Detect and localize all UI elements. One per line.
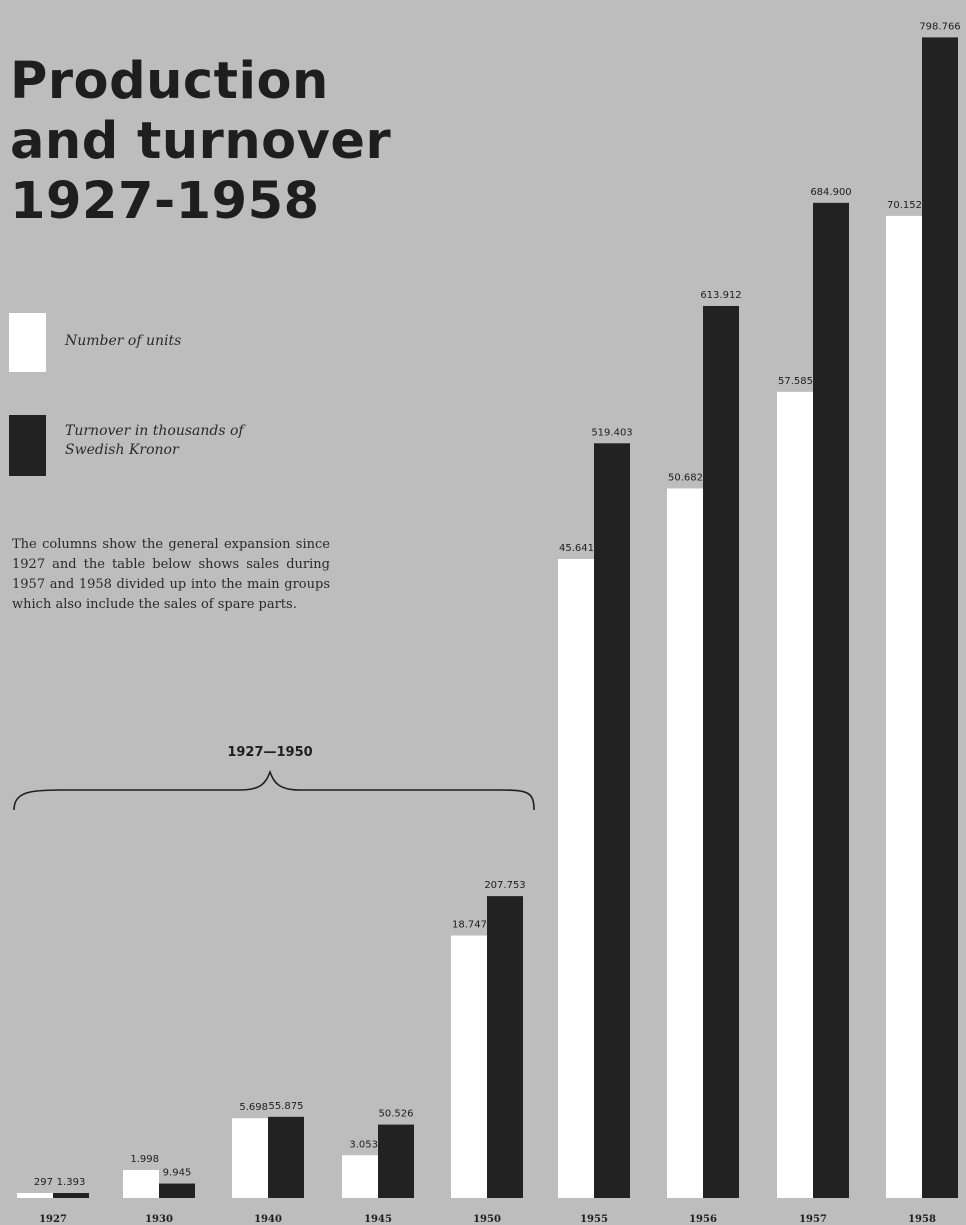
legend-swatch-turnover [9, 415, 46, 476]
bar-units-1940 [232, 1118, 268, 1198]
category-label-1930: 1930 [145, 1214, 173, 1225]
legend-label-turnover-line-2: Swedish Kronor [65, 442, 179, 458]
value-label-units-1930: 1.998 [130, 1154, 159, 1165]
chart-title: Production and turnover 1927-1958 [10, 52, 391, 232]
brace-label: 1927—1950 [227, 745, 313, 760]
value-label-units-1940: 5.698 [239, 1102, 268, 1113]
bar-units-1945 [342, 1155, 378, 1198]
legend-label-units: Number of units [65, 333, 182, 349]
value-label-turnover-1927: 1.393 [57, 1177, 86, 1188]
title-line-2: and turnover [10, 112, 392, 171]
value-label-units-1955: 45.641 [559, 543, 594, 554]
bar-units-1956 [667, 488, 703, 1198]
bar-units-1950 [451, 935, 487, 1198]
legend-label-turnover-line-1: Turnover in thousands of [65, 423, 244, 439]
value-label-units-1958: 70.152 [887, 200, 922, 211]
value-label-units-1950: 18.747 [452, 920, 487, 931]
bar-turnover-1950 [487, 896, 523, 1198]
description-text: The columns show the general expansion s… [12, 537, 330, 612]
value-label-turnover-1930: 9.945 [163, 1168, 192, 1179]
bar-units-1927 [17, 1193, 53, 1198]
bar-turnover-1958 [922, 37, 958, 1199]
value-label-turnover-1957: 684.900 [810, 187, 851, 198]
bar-turnover-1945 [378, 1124, 414, 1198]
value-label-units-1956: 50.682 [668, 472, 703, 483]
title-line-1: Production [10, 52, 329, 111]
bar-units-1957 [777, 391, 813, 1198]
category-label-1950: 1950 [473, 1214, 501, 1225]
bar-units-1955 [558, 559, 594, 1198]
bar-turnover-1956 [703, 305, 739, 1199]
bar-turnover-1930 [159, 1183, 195, 1198]
category-label-1958: 1958 [908, 1214, 936, 1225]
category-label-1945: 1945 [364, 1214, 392, 1225]
value-label-turnover-1955: 519.403 [591, 427, 632, 438]
value-label-turnover-1945: 50.526 [379, 1109, 414, 1120]
legend-label-turnover: Turnover in thousands of Swedish Kronor [65, 422, 295, 460]
category-label-1940: 1940 [254, 1214, 282, 1225]
category-label-1927: 1927 [39, 1214, 67, 1225]
bar-turnover-1927 [53, 1193, 89, 1198]
bar-turnover-1955 [594, 443, 630, 1198]
category-label-1957: 1957 [799, 1214, 827, 1225]
bar-turnover-1940 [268, 1116, 304, 1198]
value-label-turnover-1956: 613.912 [700, 290, 741, 301]
bar-units-1958 [886, 215, 922, 1198]
value-label-turnover-1940: 55.875 [269, 1101, 304, 1112]
category-label-1955: 1955 [580, 1214, 608, 1225]
bar-units-1930 [123, 1170, 159, 1198]
value-label-turnover-1950: 207.753 [484, 880, 525, 891]
value-label-units-1945: 3.053 [349, 1139, 378, 1150]
labels-group: 297 1.393 1927 1.998 9.945 1930 5.698 55.875 194… [34, 21, 961, 1225]
category-label-1956: 1956 [689, 1214, 717, 1225]
period-brace [13, 769, 535, 811]
legend-swatch-units [9, 313, 46, 372]
bar-turnover-1957 [813, 202, 849, 1198]
value-label-units-1957: 57.585 [778, 376, 813, 387]
value-label-turnover-1958: 798.766 [919, 21, 960, 32]
bars-group [17, 37, 958, 1199]
value-label-units-1927: 297 [34, 1177, 53, 1188]
title-line-3: 1927-1958 [10, 172, 320, 231]
